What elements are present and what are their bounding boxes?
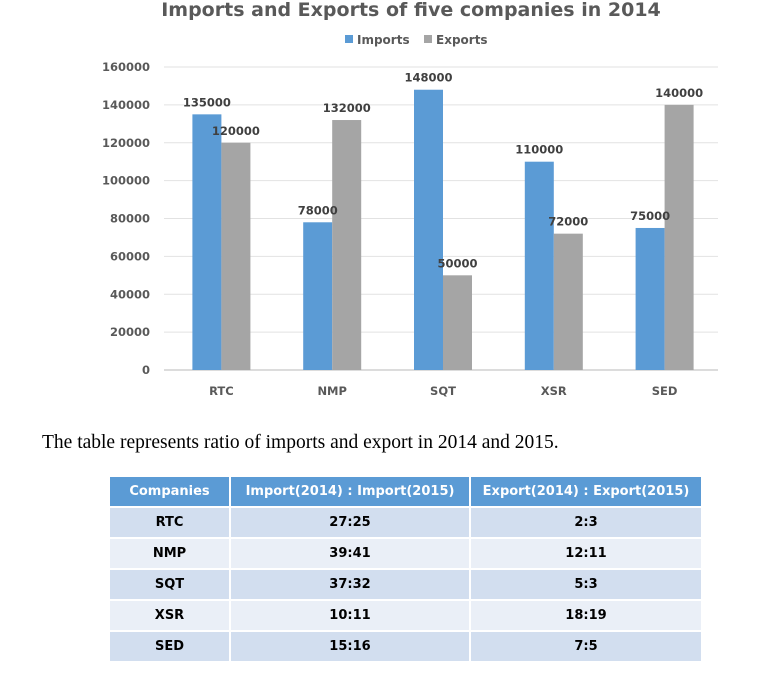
data-label-imports-sqt: 148000 <box>404 71 452 85</box>
y-tick-label: 100000 <box>102 174 150 188</box>
bar-imports-rtc <box>192 114 222 370</box>
table-description: The table represents ratio of imports an… <box>42 432 559 453</box>
export-ratio-cell: 12:11 <box>470 538 701 570</box>
legend-swatch-imports <box>345 35 353 43</box>
bar-exports-sed <box>664 104 694 370</box>
x-category-label: SED <box>652 384 678 398</box>
bar-imports-sqt <box>414 89 443 370</box>
bar-exports-sqt <box>443 275 472 370</box>
import-ratio-cell: 37:32 <box>230 569 471 601</box>
ratio-table: Companies Import(2014) : Import(2015) Ex… <box>110 477 701 663</box>
y-tick-label: 160000 <box>102 60 150 74</box>
company-cell: RTC <box>110 507 231 539</box>
table-row: SQT 37:32 5:3 <box>110 569 701 601</box>
table-row: NMP 39:41 12:11 <box>110 538 701 570</box>
data-label-exports-sed: 140000 <box>655 86 703 100</box>
export-ratio-cell: 5:3 <box>470 569 701 601</box>
column-header-companies: Companies <box>110 477 231 508</box>
data-label-imports-rtc: 135000 <box>183 95 231 109</box>
bar-imports-xsr <box>524 161 554 370</box>
data-label-imports-sed: 75000 <box>630 209 670 223</box>
x-category-label: NMP <box>317 384 347 398</box>
import-ratio-cell: 15:16 <box>230 631 471 663</box>
y-tick-label: 120000 <box>102 136 150 150</box>
export-ratio-cell: 2:3 <box>470 507 701 539</box>
x-category-label: RTC <box>209 384 234 398</box>
table-row: SED 15:16 7:5 <box>110 631 701 663</box>
data-label-exports-nmp: 132000 <box>323 101 371 115</box>
company-cell: SQT <box>110 569 231 601</box>
company-cell: NMP <box>110 538 231 570</box>
y-tick-label: 60000 <box>110 249 150 263</box>
company-cell: SED <box>110 631 231 663</box>
x-category-label: SQT <box>430 384 456 398</box>
data-label-imports-nmp: 78000 <box>298 203 338 217</box>
y-tick-label: 0 <box>142 363 150 377</box>
data-label-imports-xsr: 110000 <box>515 143 563 157</box>
company-cell: XSR <box>110 600 231 632</box>
bar-exports-rtc <box>221 142 251 370</box>
data-labels: 135000 120000 78000 132000 148000 50000 110000… <box>183 71 703 271</box>
column-header-export-ratio: Export(2014) : Export(2015) <box>470 477 701 508</box>
bar-imports-sed <box>635 227 665 370</box>
legend-label-imports: Imports <box>357 33 410 47</box>
import-ratio-cell: 10:11 <box>230 600 471 632</box>
data-label-exports-sqt: 50000 <box>437 256 477 270</box>
bars <box>192 89 694 371</box>
chart-title: Imports and Exports of five companies in… <box>161 0 661 21</box>
legend-swatch-exports <box>424 35 432 43</box>
bar-imports-nmp <box>303 222 333 370</box>
data-label-exports-rtc: 120000 <box>212 124 260 138</box>
x-category-label: XSR <box>541 384 567 398</box>
x-axis-categories: RTC NMP SQT XSR SED <box>209 384 677 398</box>
export-ratio-cell: 18:19 <box>470 600 701 632</box>
y-tick-label: 80000 <box>110 212 150 226</box>
bar-chart: Imports and Exports of five companies in… <box>102 0 718 398</box>
table-row: RTC 27:25 2:3 <box>110 507 701 539</box>
bar-exports-xsr <box>553 233 583 370</box>
chart-legend: Imports Exports <box>345 33 488 47</box>
y-tick-label: 20000 <box>110 325 150 339</box>
import-ratio-cell: 39:41 <box>230 538 471 570</box>
y-tick-label: 40000 <box>110 287 150 301</box>
y-axis-ticks: 0 20000 40000 60000 80000 100000 120000 140000 1… <box>102 60 150 377</box>
legend-label-exports: Exports <box>436 33 488 47</box>
y-tick-label: 140000 <box>102 98 150 112</box>
column-header-import-ratio: Import(2014) : Import(2015) <box>230 477 471 508</box>
table-row: XSR 10:11 18:19 <box>110 600 701 632</box>
import-ratio-cell: 27:25 <box>230 507 471 539</box>
export-ratio-cell: 7:5 <box>470 631 701 663</box>
data-label-exports-xsr: 72000 <box>548 215 588 229</box>
bar-exports-nmp <box>332 120 362 371</box>
table-header-row: Companies Import(2014) : Import(2015) Ex… <box>110 477 701 508</box>
